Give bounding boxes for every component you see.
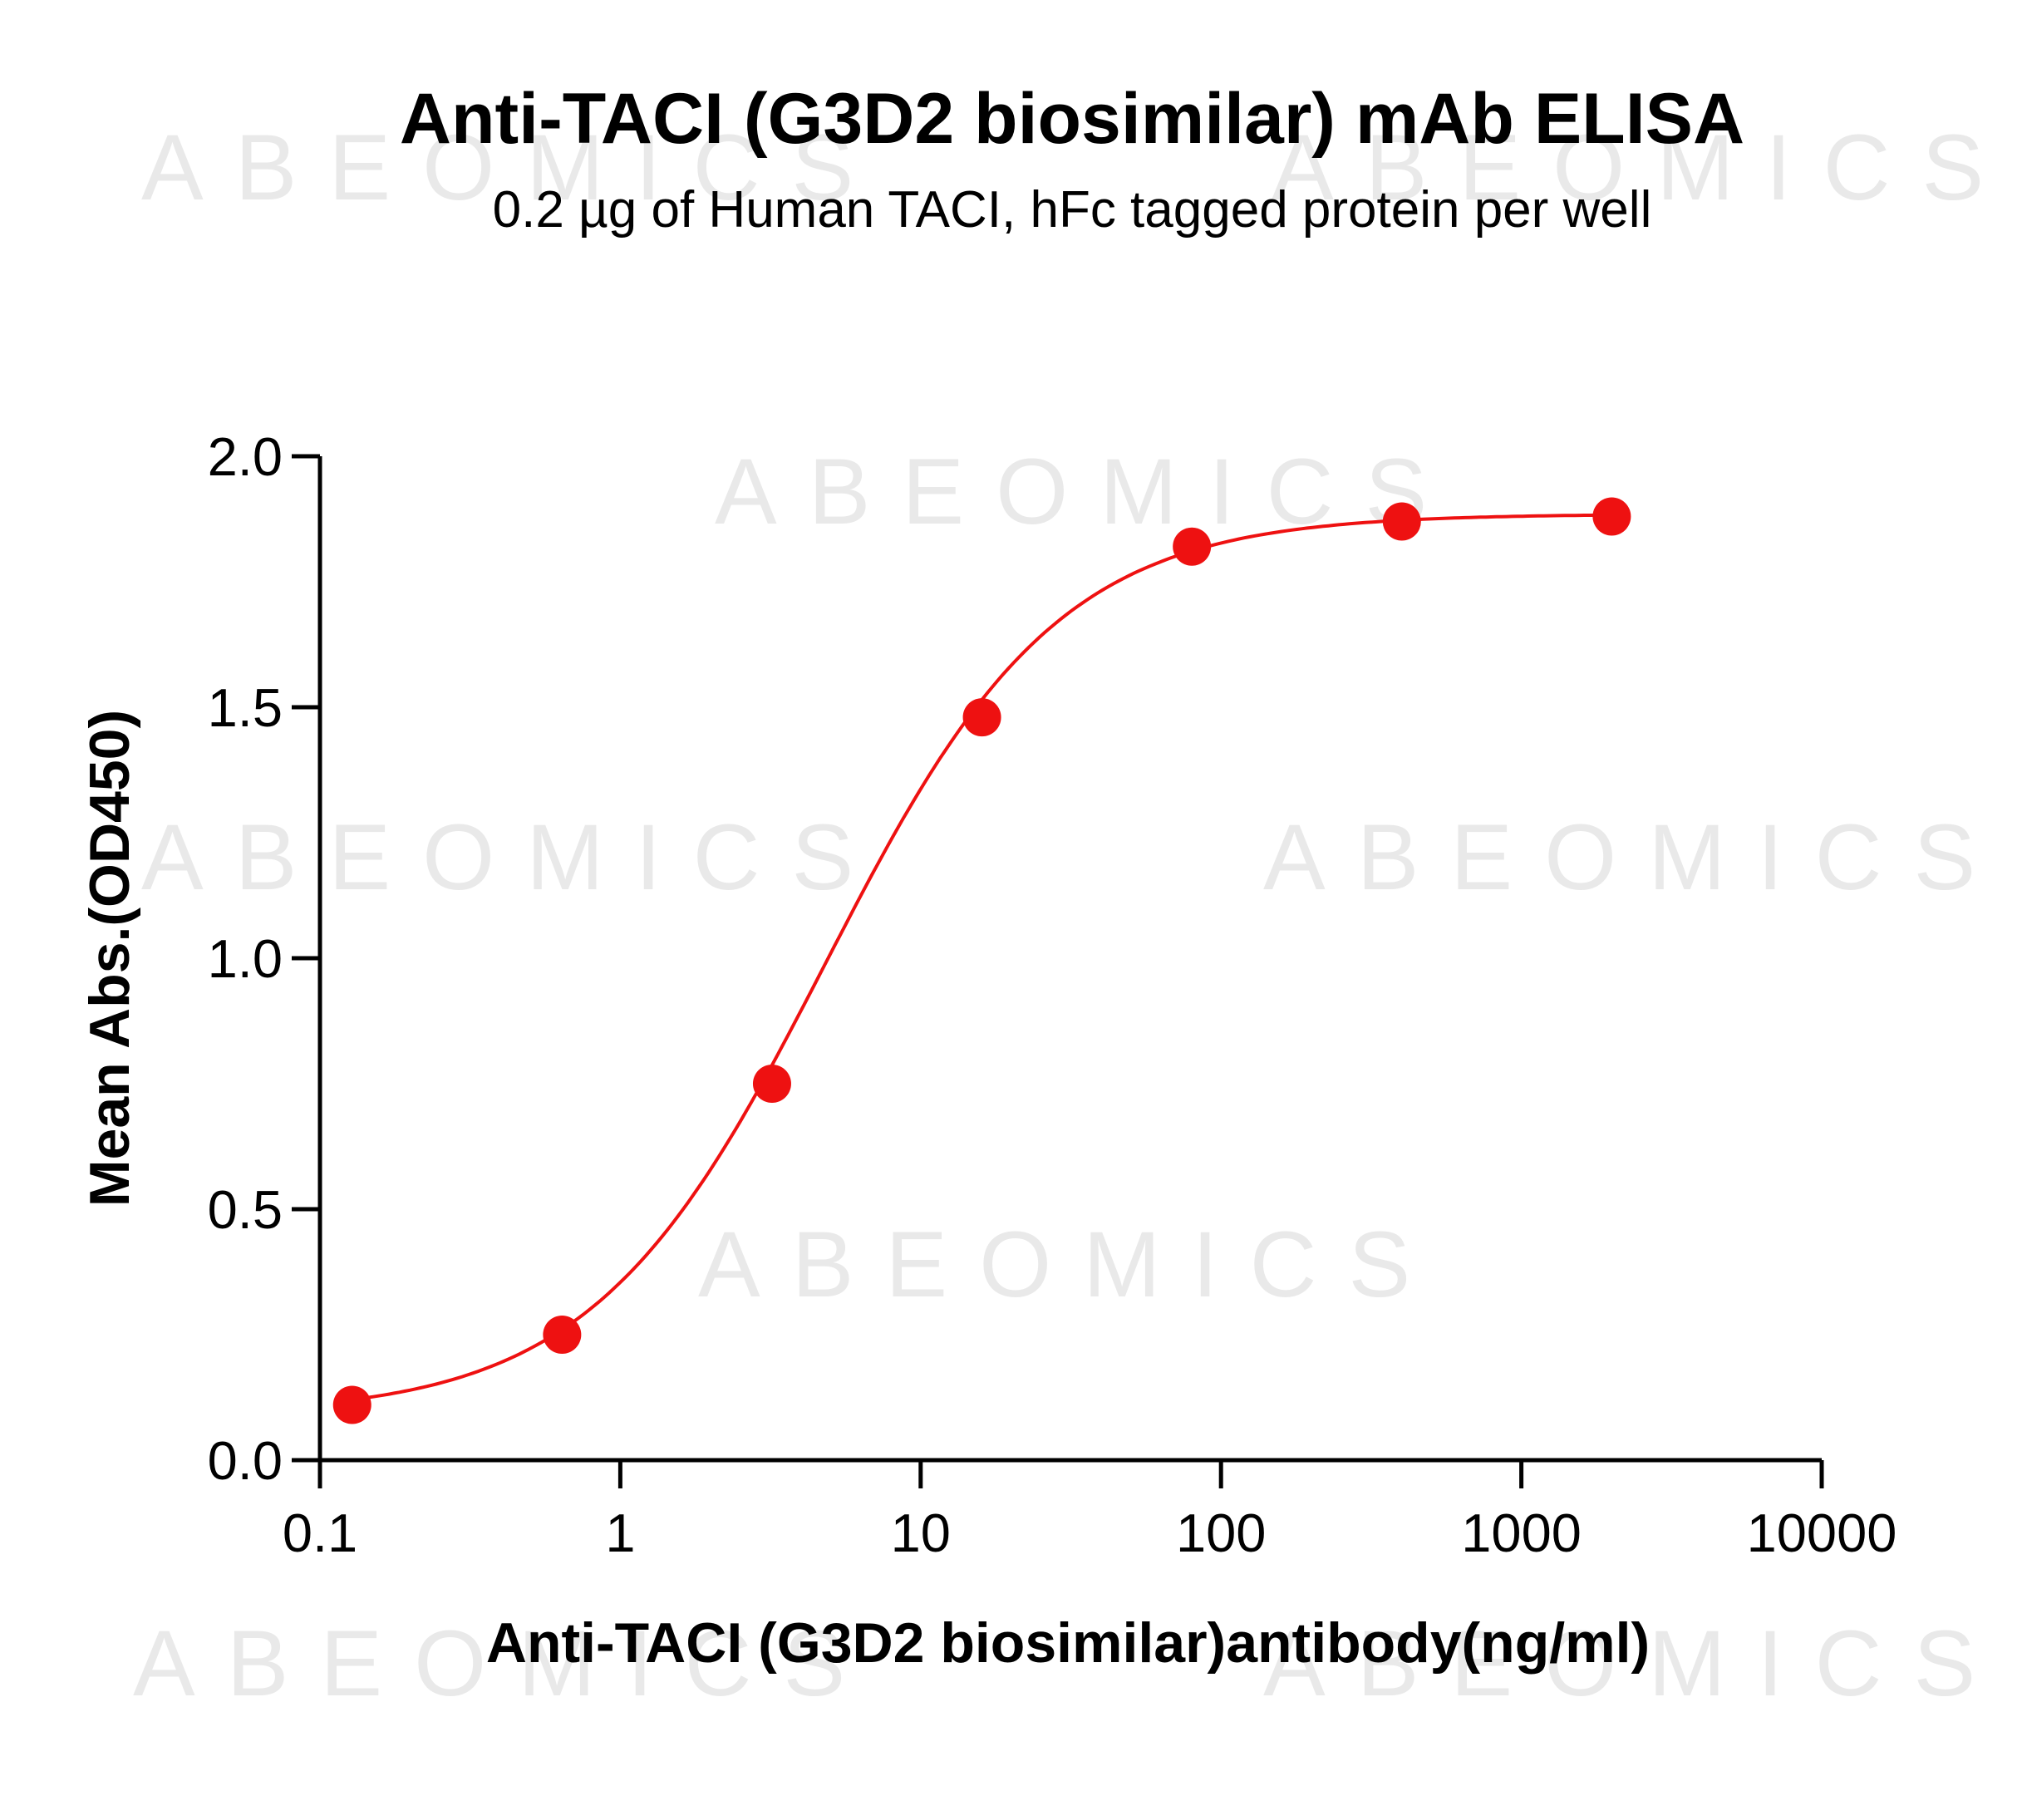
y-tick-label: 0.0 [208,1430,283,1491]
watermark-text: ABEOMICS [141,805,885,909]
x-ticks: 0.1 1 10 100 1000 10000 [283,1460,1897,1563]
data-point [752,1065,791,1103]
y-tick-label: 0.5 [208,1179,283,1240]
watermark-text: ABEOMICS [1263,1611,2007,1715]
x-tick-label: 100 [1176,1503,1266,1563]
data-point [1173,527,1212,566]
chart-subtitle: 0.2 µg of Human TACI, hFc tagged protein… [493,181,1652,239]
y-axis-label: Mean Abs.(OD450) [78,710,141,1207]
data-point [543,1316,582,1354]
data-point [962,698,1001,737]
y-tick-label: 1.5 [208,677,283,738]
watermark-text: ABEOMICS [698,1213,1442,1316]
x-axis-label: Anti-TACI (G3D2 biosimilar)antibody(ng/m… [486,1611,1650,1675]
y-ticks: 0.0 0.5 1.0 1.5 2.0 [208,426,320,1491]
x-tick-label: 1000 [1461,1503,1582,1563]
watermark-text: ABEOMICS [1272,116,2015,219]
watermark-text: ABEOMICS [141,116,885,219]
y-tick-label: 1.0 [208,928,283,989]
data-point [332,1385,371,1424]
watermark-text: ABEOMICS [133,1611,877,1715]
data-points [332,497,1631,1424]
x-tick-label: 0.1 [283,1503,357,1563]
data-point [1382,502,1421,541]
watermark-layer: ABEOMICS ABEOMICS ABEOMICS ABEOMICS ABEOMICS… [133,116,2015,1715]
data-point [1592,497,1631,536]
x-tick-label: 1 [605,1503,635,1563]
x-tick-label: 10 [891,1503,951,1563]
chart-title: Anti-TACI (G3D2 biosimilar) mAb ELISA [400,79,1744,159]
watermark-text: ABEOMICS [715,440,1459,544]
y-tick-label: 2.0 [208,426,283,487]
x-tick-label: 10000 [1747,1503,1897,1563]
watermark-text: ABEOMICS [1263,805,2007,909]
